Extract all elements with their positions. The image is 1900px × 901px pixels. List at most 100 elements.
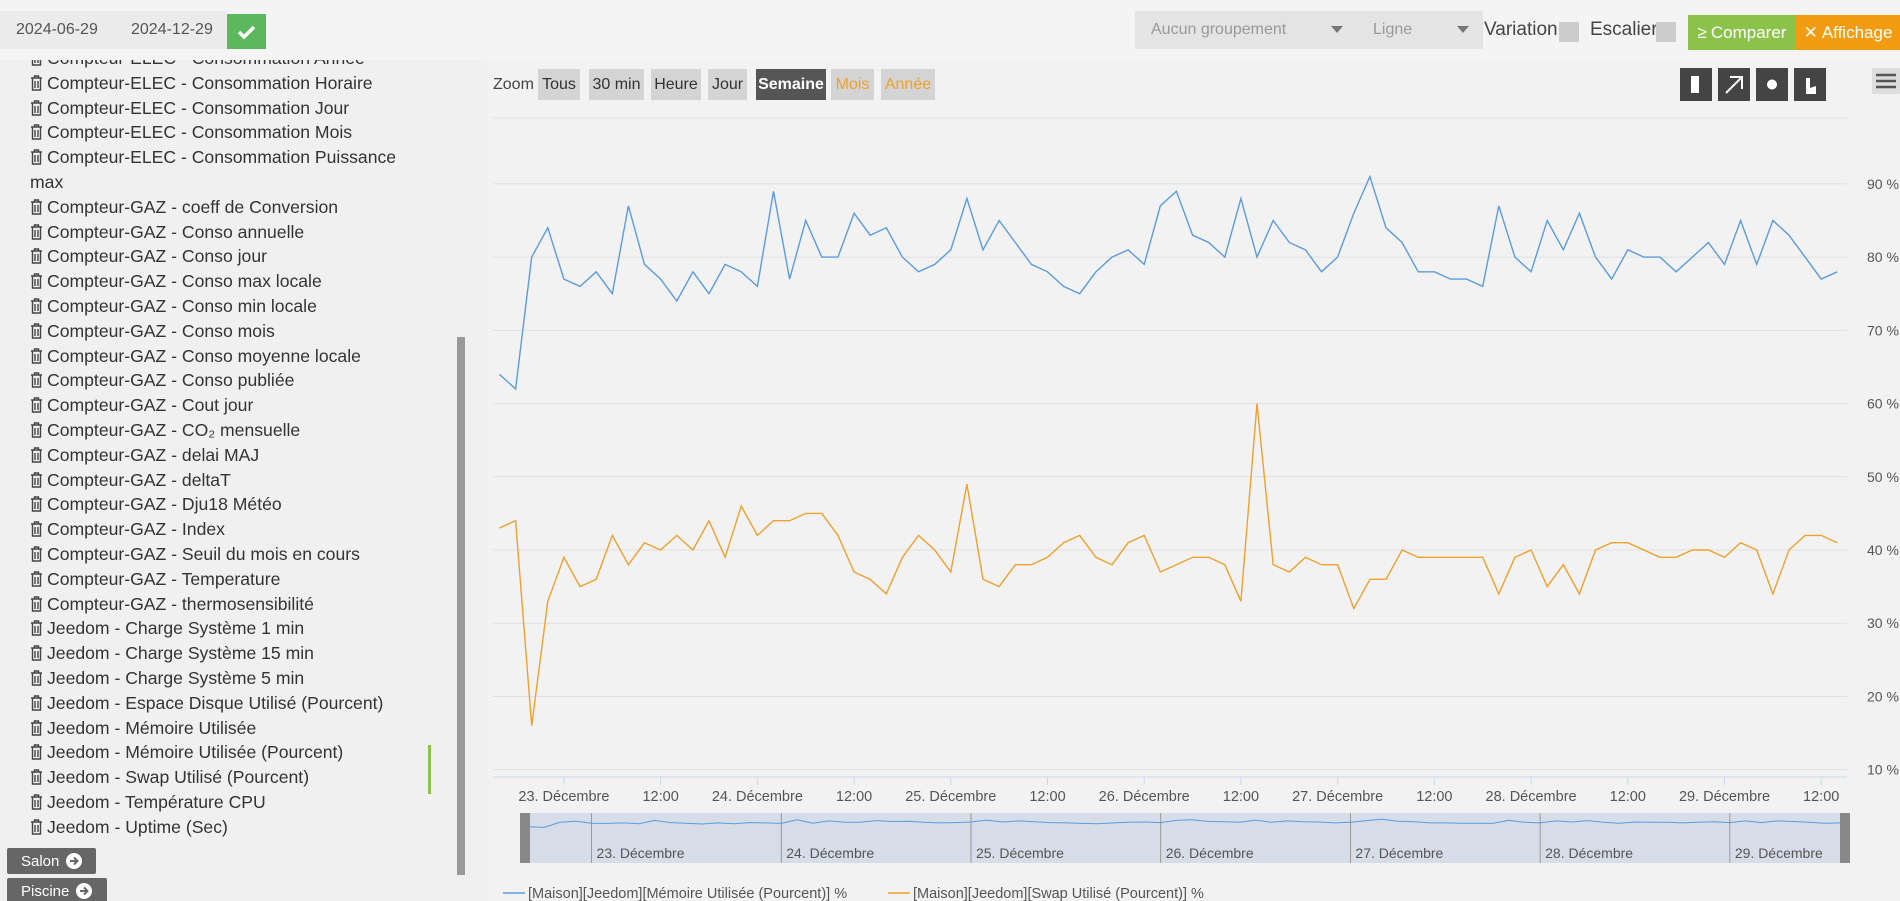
zoom-button[interactable]: Année (881, 69, 935, 100)
command-item[interactable]: Compteur-GAZ - delai MAJ (30, 443, 420, 468)
command-item[interactable]: Jeedom - Température CPU (30, 790, 420, 815)
x-tick-label: 12:00 (836, 789, 872, 805)
command-item[interactable]: Compteur-GAZ - Conso annuelle (30, 220, 420, 245)
trash-icon[interactable] (30, 273, 43, 289)
command-item[interactable]: Compteur-GAZ - Conso publiée (30, 368, 420, 393)
trash-icon[interactable] (30, 496, 43, 513)
type-select[interactable]: Ligne (1357, 11, 1483, 49)
command-item[interactable]: Compteur-GAZ - Conso mois (30, 319, 420, 344)
variation-checkbox[interactable] (1559, 22, 1579, 42)
x-tick-label: 26. Décembre (1099, 789, 1190, 805)
command-item[interactable]: Jeedom - Charge Système 1 min (30, 616, 420, 641)
command-item[interactable]: Compteur-GAZ - Conso min locale (30, 294, 420, 319)
trash-icon[interactable] (30, 571, 43, 587)
command-item[interactable]: Jeedom - Charge Système 15 min (30, 641, 420, 666)
group-button[interactable]: Salon (7, 848, 96, 874)
trash-icon[interactable] (30, 447, 43, 463)
trash-icon[interactable] (30, 199, 43, 215)
trash-icon[interactable] (30, 769, 43, 785)
trash-icon[interactable] (30, 149, 43, 165)
command-item[interactable]: Jeedom - Charge Système 5 min (30, 666, 420, 691)
scrollbar[interactable] (457, 337, 465, 875)
trash-icon[interactable] (30, 75, 43, 91)
command-item[interactable]: Compteur-GAZ - Temperature (30, 567, 420, 592)
display-icon: ✕ (1803, 22, 1818, 42)
trash-icon[interactable] (30, 620, 43, 637)
trash-icon[interactable] (30, 124, 43, 141)
tool-icon (1767, 79, 1777, 90)
command-item[interactable]: Jeedom - Uptime (Sec) (30, 815, 420, 840)
tool-icon (1691, 76, 1699, 93)
zoom-button[interactable]: Jour (708, 69, 747, 100)
sidebar: Compteur-ELEC - Consommation Année Compte… (0, 60, 485, 901)
trash-icon[interactable] (30, 347, 43, 364)
grouping-select[interactable]: Aucun groupement (1135, 11, 1357, 49)
command-item[interactable]: Compteur-GAZ - Seuil du mois en cours (30, 542, 420, 567)
trash-icon[interactable] (30, 695, 43, 711)
y-tick-label: 50 % (1867, 469, 1899, 485)
trash-icon[interactable] (30, 60, 43, 66)
trash-icon[interactable] (30, 546, 43, 562)
trash-icon[interactable] (30, 422, 43, 438)
zoom-button[interactable]: Heure (651, 69, 701, 100)
trash-icon[interactable] (30, 248, 43, 265)
active-indicator (428, 745, 431, 794)
trash-icon[interactable] (30, 223, 43, 240)
zoom-button[interactable]: 30 min (589, 69, 644, 100)
date-start[interactable]: 2024-06-29 (0, 11, 115, 49)
stairs-checkbox[interactable] (1656, 22, 1676, 42)
command-item[interactable]: Compteur-ELEC - Consommation Puissance m… (30, 145, 420, 195)
command-item[interactable]: Compteur-GAZ - CO₂ mensuelle (30, 418, 420, 443)
command-item[interactable]: Compteur-GAZ - Conso moyenne locale (30, 344, 420, 369)
command-item[interactable]: Compteur-GAZ - Conso jour (30, 244, 420, 269)
navigator-handle[interactable] (1840, 813, 1850, 863)
command-item[interactable]: Jeedom - Espace Disque Utilisé (Pourcent… (30, 691, 420, 716)
zoom-button[interactable]: Mois (831, 69, 874, 100)
trash-icon[interactable] (30, 819, 43, 835)
trash-icon[interactable] (30, 595, 43, 612)
command-item[interactable]: Compteur-ELEC - Consommation Horaire (30, 71, 420, 96)
trash-icon[interactable] (30, 521, 43, 537)
trash-icon[interactable] (30, 99, 43, 116)
command-name: Jeedom - Température CPU (47, 791, 266, 812)
trash-icon[interactable] (30, 471, 43, 488)
command-item[interactable]: Jeedom - Mémoire Utilisée (30, 716, 420, 741)
trash-icon[interactable] (30, 719, 43, 736)
command-item[interactable]: Compteur-GAZ - Cout jour (30, 393, 420, 418)
command-item[interactable]: Compteur-GAZ - Conso max locale (30, 269, 420, 294)
trash-icon[interactable] (30, 298, 43, 314)
group-button[interactable]: Piscine (7, 878, 107, 901)
command-name: Compteur-GAZ - Temperature (47, 568, 281, 589)
compare-button[interactable]: ≥ Comparer (1688, 15, 1796, 50)
command-item[interactable]: Jeedom - Swap Utilisé (Pourcent) (30, 765, 420, 790)
command-name: Compteur-ELEC - Consommation Année (47, 60, 365, 68)
command-item[interactable]: Compteur-ELEC - Consommation Année (30, 60, 420, 71)
navigator-handle[interactable] (520, 813, 530, 863)
validate-button[interactable] (227, 14, 266, 49)
trash-icon[interactable] (30, 323, 43, 339)
trash-icon[interactable] (30, 397, 43, 413)
zoom-button[interactable]: Semaine (756, 69, 826, 100)
trash-icon[interactable] (30, 372, 43, 389)
command-item[interactable]: Compteur-GAZ - Index (30, 517, 420, 542)
command-item[interactable]: Compteur-GAZ - deltaT (30, 468, 420, 493)
command-item[interactable]: Jeedom - Mémoire Utilisée (Pourcent) (30, 740, 420, 765)
display-button[interactable]: ✕ Affichage (1796, 15, 1900, 50)
group-name: Salon (21, 852, 60, 870)
zoom-button[interactable]: Tous (538, 69, 580, 100)
toolbar: 2024-06-29 2024-12-29 Aucun groupement L… (0, 0, 1900, 60)
command-item[interactable]: Compteur-ELEC - Consommation Mois (30, 120, 420, 145)
trash-icon[interactable] (30, 670, 43, 686)
command-item[interactable]: Compteur-GAZ - Dju18 Météo (30, 492, 420, 517)
date-end[interactable]: 2024-12-29 (115, 11, 227, 49)
command-item[interactable]: Compteur-GAZ - coeff de Conversion (30, 195, 420, 220)
command-name: Jeedom - Mémoire Utilisée (47, 717, 257, 738)
trash-icon[interactable] (30, 794, 43, 810)
check-icon (237, 25, 256, 40)
command-item[interactable]: Compteur-GAZ - thermosensibilité (30, 592, 420, 617)
trash-icon[interactable] (30, 645, 43, 661)
trash-icon[interactable] (30, 744, 43, 761)
x-tick-label: 12:00 (1610, 789, 1646, 805)
command-item[interactable]: Compteur-ELEC - Consommation Jour (30, 96, 420, 121)
